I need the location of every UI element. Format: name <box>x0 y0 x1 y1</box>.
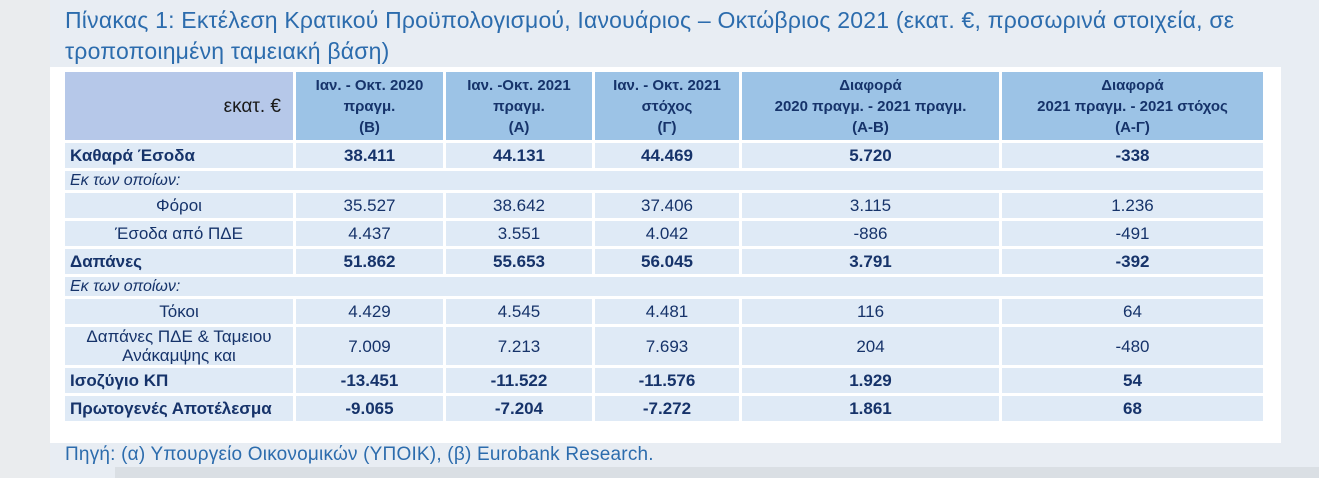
value-cell: -392 <box>1002 249 1263 274</box>
value-cell: -13.451 <box>296 368 443 393</box>
value-cell: -7.272 <box>595 396 739 421</box>
column-header-2020-actual: Ιαν. - Οκτ. 2020 πραγμ. (Β) <box>296 72 443 140</box>
value-cell: 44.131 <box>446 143 592 168</box>
value-cell: -338 <box>1002 143 1263 168</box>
value-cell: 116 <box>742 299 999 324</box>
value-cell: -480 <box>1002 327 1263 365</box>
value-cell: -7.204 <box>446 396 592 421</box>
value-cell: 7.213 <box>446 327 592 365</box>
header-line: πραγμ. <box>343 97 396 115</box>
table-row-taxes: Φόροι 35.527 38.642 37.406 3.115 1.236 <box>65 193 1263 218</box>
table-row-net-revenue: Καθαρά Έσοδα 38.411 44.131 44.469 5.720 … <box>65 143 1263 168</box>
row-label: Δαπάνες <box>65 249 293 274</box>
value-cell: 7.009 <box>296 327 443 365</box>
value-cell: 44.469 <box>595 143 739 168</box>
page-title: Πίνακας 1: Εκτέλεση Κρατικού Προϋπολογισ… <box>65 7 1235 64</box>
row-label: Δαπάνες ΠΔΕ & Ταμειου Ανάκαμψης και <box>65 327 293 365</box>
column-header-diff-target: Διαφορά 2021 πραγμ. - 2021 στόχος (Α-Γ) <box>1002 72 1263 140</box>
value-cell: 35.527 <box>296 193 443 218</box>
header-line: Ιαν. - Οκτ. 2020 <box>315 76 424 94</box>
column-header-2021-target: Ιαν. - Οκτ. 2021 στόχος (Γ) <box>595 72 739 140</box>
value-cell: 5.720 <box>742 143 999 168</box>
value-cell: 54 <box>1002 368 1263 393</box>
value-cell: 4.429 <box>296 299 443 324</box>
value-cell: 1.236 <box>1002 193 1263 218</box>
table-row-of-which-note: Εκ των οποίων: <box>65 277 1263 296</box>
note-label: Εκ των οποίων: <box>65 171 1263 190</box>
value-cell: -11.576 <box>595 368 739 393</box>
value-cell: 37.406 <box>595 193 739 218</box>
header-line: 2021 πραγμ. - 2021 στόχος <box>1037 97 1228 115</box>
table-row-primary-result: Πρωτογενές Αποτέλεσμα -9.065 -7.204 -7.2… <box>65 396 1263 421</box>
row-label: Έσοδα από ΠΔΕ <box>65 221 293 246</box>
column-header-diff-actuals: Διαφορά 2020 πραγμ. - 2021 πραγμ. (Α-Β) <box>742 72 999 140</box>
table-row-expenditure: Δαπάνες 51.862 55.653 56.045 3.791 -392 <box>65 249 1263 274</box>
row-label: Φόροι <box>65 193 293 218</box>
row-label: Τόκοι <box>65 299 293 324</box>
header-line: Ιαν. -Οκτ. 2021 <box>467 76 571 94</box>
unit-header-cell: εκατ. € <box>65 72 293 140</box>
value-cell: 51.862 <box>296 249 443 274</box>
header-line: Ιαν. - Οκτ. 2021 <box>613 76 721 94</box>
value-cell: 38.411 <box>296 143 443 168</box>
table-row-of-which-note: Εκ των οποίων: <box>65 171 1263 190</box>
source-note: Πηγή: (α) Υπουργείο Οικονομικών (ΥΠΟΙΚ),… <box>65 444 654 465</box>
value-cell: 1.929 <box>742 368 999 393</box>
value-cell: 64 <box>1002 299 1263 324</box>
budget-table: εκατ. € Ιαν. - Οκτ. 2020 πραγμ. (Β) Ιαν.… <box>62 69 1266 424</box>
value-cell: -886 <box>742 221 999 246</box>
value-cell: 55.653 <box>446 249 592 274</box>
value-cell: -491 <box>1002 221 1263 246</box>
page-bottom-band <box>115 467 1319 478</box>
header-line: Διαφορά <box>1101 76 1164 94</box>
header-line: (Α-Β) <box>852 118 889 136</box>
row-label: Πρωτογενές Αποτέλεσμα <box>65 396 293 421</box>
header-line: Διαφορά <box>839 76 902 94</box>
value-cell: 38.642 <box>446 193 592 218</box>
column-header-2021-actual: Ιαν. -Οκτ. 2021 πραγμ. (Α) <box>446 72 592 140</box>
value-cell: 3.791 <box>742 249 999 274</box>
value-cell: 3.115 <box>742 193 999 218</box>
header-line: (Γ) <box>657 118 677 136</box>
value-cell: 4.481 <box>595 299 739 324</box>
value-cell: 1.861 <box>742 396 999 421</box>
header-line: (Α) <box>508 118 530 136</box>
page-left-margin <box>0 0 50 478</box>
header-line: (Α-Γ) <box>1115 118 1150 136</box>
value-cell: 4.042 <box>595 221 739 246</box>
note-label: Εκ των οποίων: <box>65 277 1263 296</box>
value-cell: 204 <box>742 327 999 365</box>
value-cell: 68 <box>1002 396 1263 421</box>
table-row-pde-revenue: Έσοδα από ΠΔΕ 4.437 3.551 4.042 -886 -49… <box>65 221 1263 246</box>
value-cell: -11.522 <box>446 368 592 393</box>
value-cell: 4.437 <box>296 221 443 246</box>
value-cell: 56.045 <box>595 249 739 274</box>
value-cell: -9.065 <box>296 396 443 421</box>
header-line: πραγμ. <box>493 97 545 115</box>
row-label: Καθαρά Έσοδα <box>65 143 293 168</box>
table-row-pde-expenditure: Δαπάνες ΠΔΕ & Ταμειου Ανάκαμψης και 7.00… <box>65 327 1263 365</box>
value-cell: 4.545 <box>446 299 592 324</box>
table-panel: εκατ. € Ιαν. - Οκτ. 2020 πραγμ. (Β) Ιαν.… <box>50 67 1281 443</box>
header-row: εκατ. € Ιαν. - Οκτ. 2020 πραγμ. (Β) Ιαν.… <box>65 72 1263 140</box>
value-cell: 3.551 <box>446 221 592 246</box>
table-row-state-budget-balance: Ισοζύγιο ΚΠ -13.451 -11.522 -11.576 1.92… <box>65 368 1263 393</box>
header-line: (Β) <box>359 118 380 136</box>
table-row-interest: Τόκοι 4.429 4.545 4.481 116 64 <box>65 299 1263 324</box>
value-cell: 7.693 <box>595 327 739 365</box>
header-line: 2020 πραγμ. - 2021 πραγμ. <box>774 97 967 115</box>
header-line: στόχος <box>641 97 693 115</box>
row-label: Ισοζύγιο ΚΠ <box>65 368 293 393</box>
